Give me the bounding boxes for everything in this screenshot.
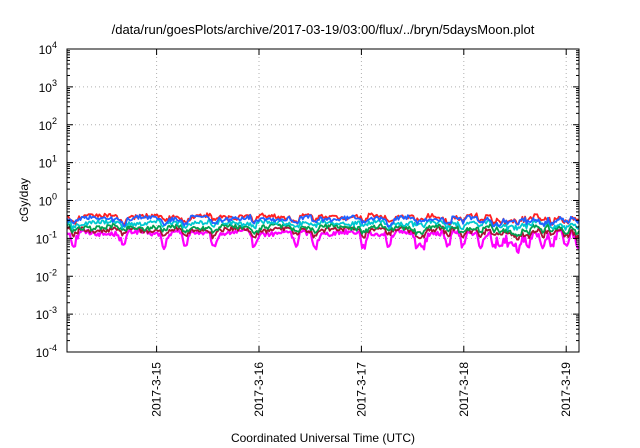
y-axis-label: cGy/day xyxy=(17,178,31,222)
x-tick-label: 2017-3-15 xyxy=(150,362,164,417)
grid xyxy=(67,49,579,352)
y-tick-label: 10-1 xyxy=(36,229,57,246)
y-tick-label: 104 xyxy=(39,40,57,57)
y-tick-label: 103 xyxy=(39,78,57,95)
y-tick-label: 101 xyxy=(39,154,57,171)
series-line xyxy=(66,222,580,237)
series-line xyxy=(66,228,580,254)
x-tick-label: 2017-3-19 xyxy=(559,362,573,417)
chart-title: /data/run/goesPlots/archive/2017-03-19/0… xyxy=(112,22,535,37)
y-axis: 10-4 10-3 10-2 10-1 100 101 102 103 104 xyxy=(36,40,579,360)
x-tick-label: 2017-3-18 xyxy=(457,362,471,417)
series-line xyxy=(66,225,580,241)
series-line xyxy=(66,214,580,228)
x-axis-label: Coordinated Universal Time (UTC) xyxy=(231,431,415,445)
x-axis: 2017-3-15 2017-3-16 2017-3-17 2017-3-18 2017… xyxy=(150,49,573,417)
y-tick-label: 10-2 xyxy=(36,267,57,284)
x-tick-label: 2017-3-16 xyxy=(252,362,266,417)
y-tick-label: 100 xyxy=(39,192,57,209)
y-tick-label: 10-4 xyxy=(36,343,57,360)
series-layer xyxy=(66,212,580,254)
x-tick-label: 2017-3-17 xyxy=(354,362,368,417)
y-tick-label: 102 xyxy=(39,116,57,133)
y-tick-label: 10-3 xyxy=(36,305,57,322)
